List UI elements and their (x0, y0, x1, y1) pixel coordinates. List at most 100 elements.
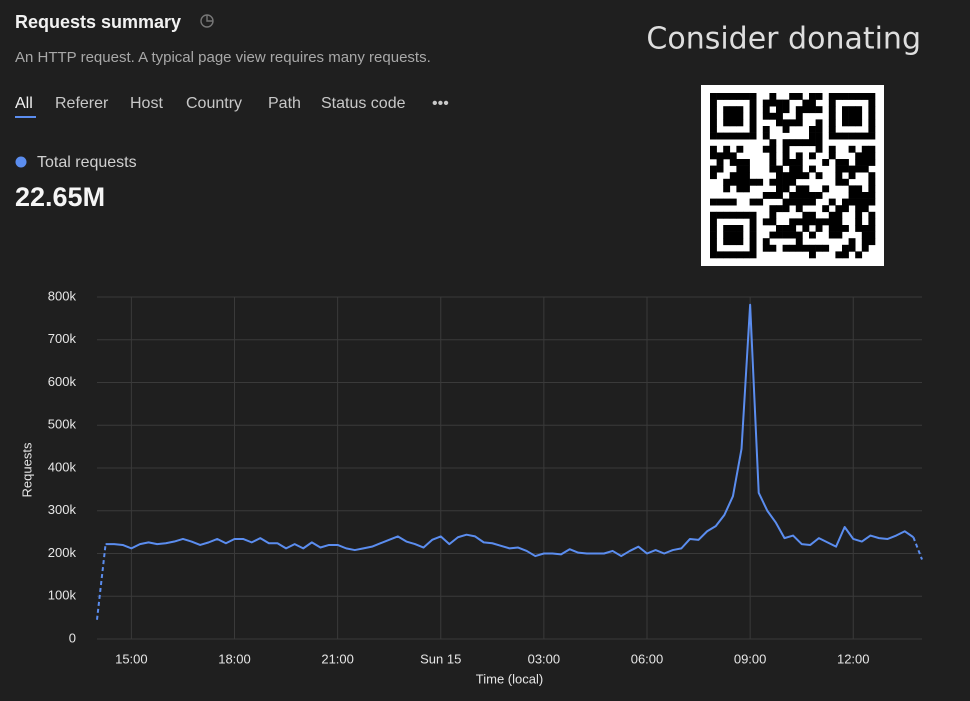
qr-module (822, 244, 830, 252)
qr-module (716, 132, 724, 140)
qr-module (710, 93, 717, 100)
qr-module (822, 159, 830, 166)
qr-module (815, 218, 823, 226)
qr-module (835, 251, 843, 259)
qr-module (789, 172, 797, 180)
qr-module (848, 238, 856, 246)
qr-module (723, 106, 731, 114)
qr-module (769, 159, 777, 166)
tab[interactable]: Host (130, 95, 163, 112)
qr-module (848, 119, 856, 127)
tab[interactable]: Referer (55, 95, 109, 112)
qr-module (736, 225, 744, 232)
qr-module (723, 112, 731, 120)
tab[interactable]: Status code (321, 95, 406, 112)
qr-module (815, 119, 823, 127)
qr-module (736, 159, 744, 166)
qr-module (729, 231, 737, 239)
qr-module (795, 112, 803, 120)
qr-module (716, 93, 724, 100)
qr-module (795, 244, 803, 252)
qr-module (795, 106, 803, 114)
qr-module (868, 238, 876, 246)
qr-module (782, 198, 790, 206)
qr-module (802, 218, 810, 226)
qr-module (776, 112, 783, 120)
qr-module (723, 225, 731, 232)
qr-module (822, 205, 830, 213)
qr-module (815, 145, 823, 153)
qr-module (729, 251, 737, 259)
section-title: Requests summary (15, 12, 181, 32)
qr-module (736, 119, 744, 127)
qr-module (736, 185, 744, 193)
qr-module (762, 132, 770, 140)
qr-module (743, 132, 750, 140)
qr-module (782, 172, 790, 180)
qr-module (835, 225, 843, 232)
qr-module (861, 145, 869, 153)
qr-module (782, 145, 790, 153)
qr-module (868, 99, 876, 107)
qr-module (855, 159, 863, 166)
qr-module (815, 93, 823, 100)
qr-module (710, 218, 717, 226)
qr-module (736, 106, 744, 114)
qr-module (710, 152, 717, 160)
qr-module (802, 198, 810, 206)
qr-module (861, 231, 869, 239)
qr-module (789, 165, 797, 173)
qr-module (749, 132, 757, 140)
tab[interactable]: Path (268, 95, 301, 112)
qr-module (710, 99, 717, 107)
qr-module (828, 218, 836, 226)
qr-module (710, 145, 717, 153)
qr-module (729, 152, 737, 160)
qr-module (762, 112, 770, 120)
qr-module (815, 132, 823, 140)
qr-module (782, 178, 790, 186)
tab-bar: All Referer Host Country Path Status code ••• (15, 95, 449, 112)
qr-module (842, 225, 849, 232)
qr-module (743, 251, 750, 259)
qr-module (855, 185, 863, 193)
total-value: 22.65M (15, 182, 105, 212)
qr-module (749, 99, 757, 107)
qr-module (855, 192, 863, 199)
qr-module (809, 251, 816, 259)
qr-module (743, 165, 750, 173)
qr-module (809, 99, 816, 107)
qr-module (776, 172, 783, 180)
qr-module (710, 119, 717, 127)
qr-module (743, 93, 750, 100)
qr-module (769, 99, 777, 107)
qr-module (822, 218, 830, 226)
tab[interactable]: All (15, 95, 33, 112)
qr-module (789, 159, 797, 166)
qr-module (802, 225, 810, 232)
qr-module (868, 132, 876, 140)
qr-module (736, 112, 744, 120)
qr-module (815, 172, 823, 180)
qr-module (828, 198, 836, 206)
qr-module (749, 126, 757, 133)
qr-module (723, 251, 731, 259)
legend-label: Total requests (37, 154, 137, 171)
qr-module (848, 145, 856, 153)
qr-module (789, 218, 797, 226)
qr-module (822, 185, 830, 193)
qr-module (710, 112, 717, 120)
qr-module (789, 198, 797, 206)
qr-module (802, 172, 810, 180)
qr-module (769, 178, 777, 186)
tab[interactable]: ••• (432, 95, 449, 112)
tab[interactable]: Country (186, 95, 242, 112)
legend-marker (15, 156, 27, 168)
qr-module (716, 152, 724, 160)
qr-module (848, 112, 856, 120)
qr-module (710, 126, 717, 133)
qr-module (855, 205, 863, 213)
qr-module (749, 231, 757, 239)
qr-module (835, 165, 843, 173)
qr-module (729, 211, 737, 219)
